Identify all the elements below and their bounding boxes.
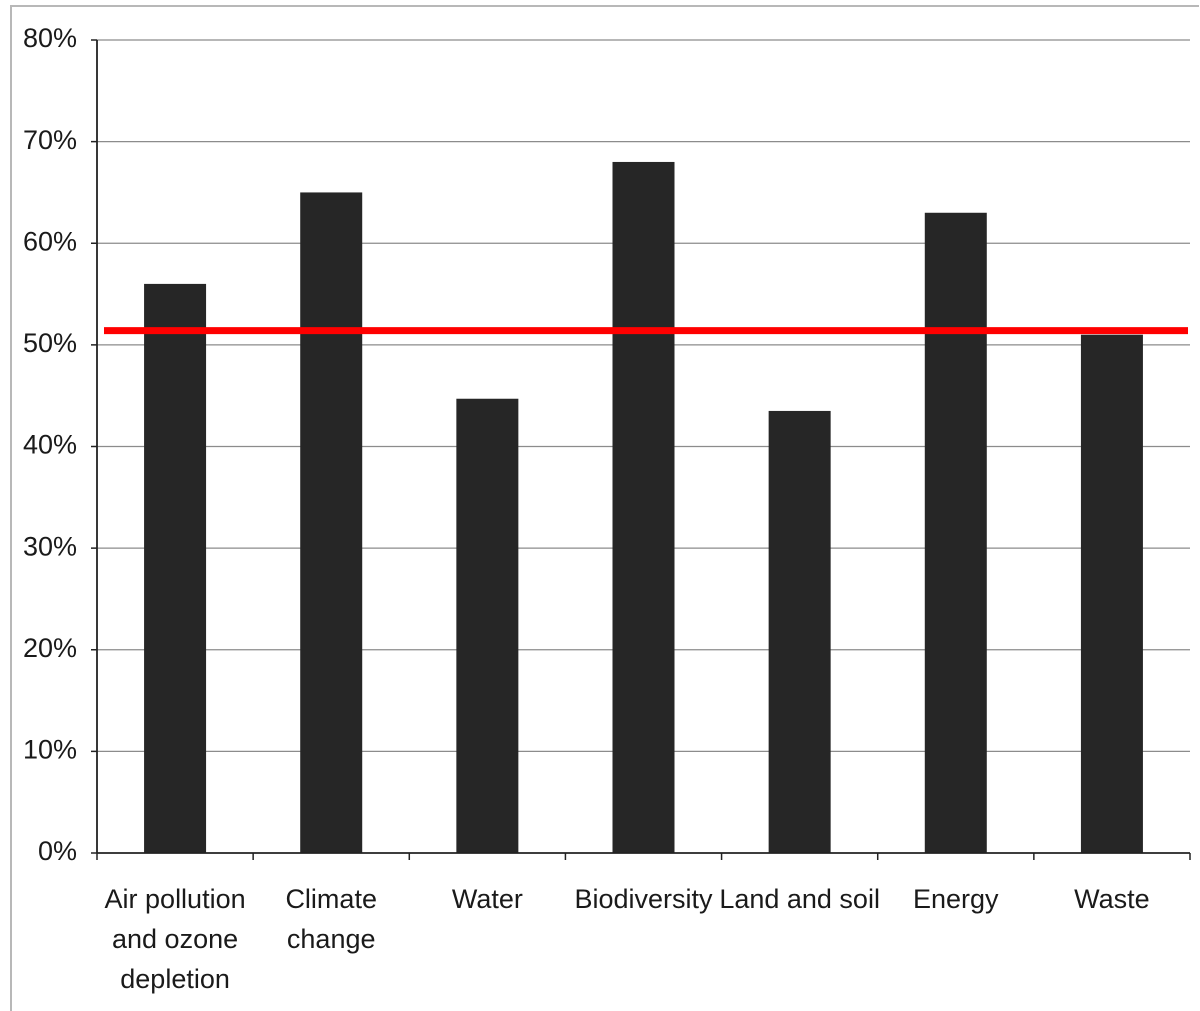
y-tick-label: 40% xyxy=(23,430,77,460)
bar xyxy=(612,161,675,853)
bar xyxy=(924,212,987,853)
x-tick-labels: Air pollution and ozone depletion Climate ch… xyxy=(105,884,1150,994)
x-tick-label-line: Biodiversity xyxy=(574,884,713,914)
y-tick-label: 70% xyxy=(23,125,77,155)
bar xyxy=(144,283,207,853)
axes xyxy=(91,39,1191,860)
x-tick-label: Land and soil xyxy=(719,884,880,914)
y-tick-label: 10% xyxy=(23,735,77,765)
x-tick-label-line: Waste xyxy=(1074,884,1150,914)
x-tick-label: Air pollution and ozone depletion xyxy=(105,884,246,994)
bar xyxy=(456,398,519,853)
x-tick-label: Waste xyxy=(1074,884,1150,914)
x-tick-label-line: and ozone xyxy=(112,924,238,954)
bar xyxy=(768,410,831,853)
bar xyxy=(300,192,363,853)
x-tick-label-line: change xyxy=(287,924,376,954)
chart-frame xyxy=(10,5,1199,1011)
y-tick-label: 80% xyxy=(23,23,77,53)
x-tick-label-line: depletion xyxy=(120,964,230,994)
bar xyxy=(1080,334,1143,853)
x-tick-label: Energy xyxy=(913,884,999,914)
x-tick-label-line: Energy xyxy=(913,884,999,914)
x-tick-label-line: Air pollution xyxy=(105,884,246,914)
bars xyxy=(144,161,1143,853)
y-tick-label: 30% xyxy=(23,531,77,561)
y-tick-label: 60% xyxy=(23,226,77,256)
x-tick-label-line: Climate xyxy=(285,884,377,914)
y-tick-label: 20% xyxy=(23,633,77,663)
x-tick-label-line: Water xyxy=(452,884,523,914)
x-tick-label: Water xyxy=(452,884,523,914)
x-tick-label: Climate change xyxy=(285,884,377,954)
y-tick-label: 0% xyxy=(38,836,77,866)
y-tick-label: 50% xyxy=(23,328,77,358)
x-tick-label: Biodiversity xyxy=(574,884,713,914)
x-tick-label-line: Land and soil xyxy=(719,884,880,914)
y-tick-labels: 0% 10% 20% 30% 40% 50% 60% 70% 80% xyxy=(23,23,77,866)
